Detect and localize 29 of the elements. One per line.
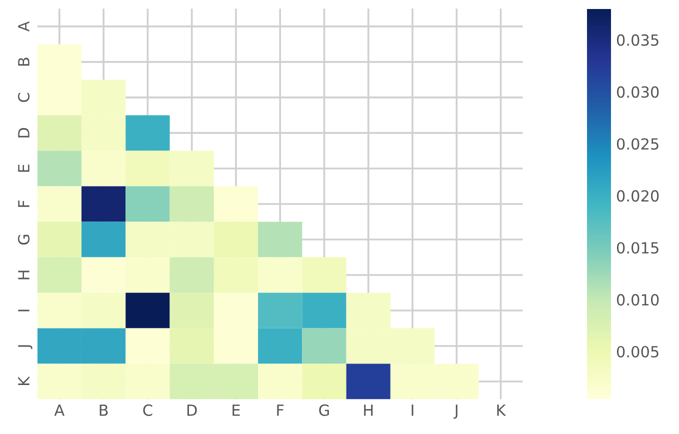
- y-tick-label: G: [18, 234, 30, 245]
- x-tick-label: F: [277, 404, 284, 416]
- x-tick-label: G: [319, 404, 329, 416]
- x-tick-label: I: [412, 404, 414, 416]
- color-bar-label: 0.020: [616, 190, 659, 202]
- y-tick-label: D: [18, 128, 30, 138]
- y-tick-label: A: [18, 21, 30, 32]
- y-tick-label: J: [18, 345, 32, 350]
- color-bar-label: 0.015: [616, 242, 658, 254]
- x-tick-label: D: [187, 404, 197, 416]
- x-tick-label: A: [54, 404, 65, 416]
- y-tick-label: F: [18, 200, 30, 207]
- y-tick-label: B: [18, 58, 30, 66]
- color-bar-label: 0.030: [616, 86, 659, 98]
- y-tick-label: C: [18, 92, 30, 102]
- y-tick-label: E: [18, 164, 30, 172]
- x-tick-label: E: [232, 404, 240, 416]
- color-bar-label: 0.005: [616, 346, 658, 358]
- y-tick-label: I: [18, 310, 30, 312]
- x-tick-label: J: [454, 404, 458, 419]
- y-tick-label: K: [18, 376, 30, 386]
- x-tick-label: K: [497, 404, 506, 416]
- color-bar-label: 0.035: [616, 34, 658, 46]
- x-tick-label: H: [364, 404, 373, 416]
- color-bar-label: 0.010: [616, 294, 659, 306]
- x-tick-label: B: [100, 404, 108, 416]
- y-tick-label: H: [18, 270, 30, 280]
- x-tick-label: C: [143, 404, 152, 416]
- color-bar-label: 0.025: [616, 138, 658, 150]
